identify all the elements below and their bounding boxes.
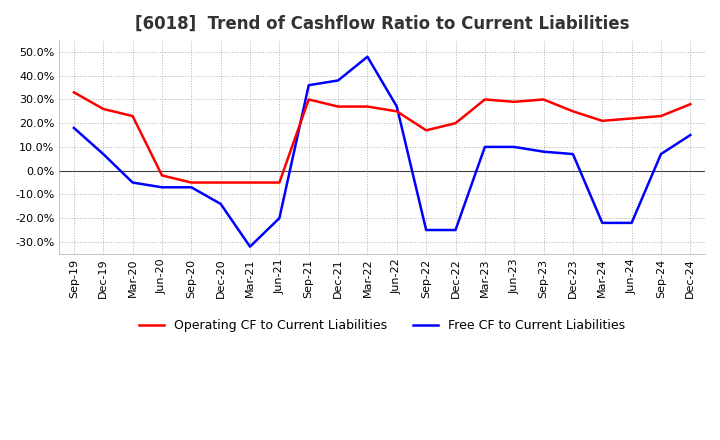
Line: Free CF to Current Liabilities: Free CF to Current Liabilities [74, 57, 690, 247]
Free CF to Current Liabilities [334, 78, 343, 83]
Free CF to Current Liabilities [392, 104, 401, 109]
Operating CF to Current Liabilities [657, 114, 665, 119]
Operating CF to Current Liabilities [451, 121, 460, 126]
Operating CF to Current Liabilities [334, 104, 343, 109]
Operating CF to Current Liabilities [392, 109, 401, 114]
Line: Operating CF to Current Liabilities: Operating CF to Current Liabilities [74, 92, 690, 183]
Operating CF to Current Liabilities [539, 97, 548, 102]
Operating CF to Current Liabilities [569, 109, 577, 114]
Free CF to Current Liabilities [99, 151, 107, 157]
Operating CF to Current Liabilities [422, 128, 431, 133]
Operating CF to Current Liabilities [99, 106, 107, 112]
Operating CF to Current Liabilities [480, 97, 489, 102]
Free CF to Current Liabilities [539, 149, 548, 154]
Free CF to Current Liabilities [187, 185, 196, 190]
Operating CF to Current Liabilities [627, 116, 636, 121]
Operating CF to Current Liabilities [598, 118, 606, 124]
Operating CF to Current Liabilities [363, 104, 372, 109]
Free CF to Current Liabilities [70, 125, 78, 131]
Free CF to Current Liabilities [569, 151, 577, 157]
Free CF to Current Liabilities [128, 180, 137, 185]
Free CF to Current Liabilities [480, 144, 489, 150]
Free CF to Current Liabilities [275, 216, 284, 221]
Operating CF to Current Liabilities [128, 114, 137, 119]
Operating CF to Current Liabilities [275, 180, 284, 185]
Free CF to Current Liabilities [363, 54, 372, 59]
Free CF to Current Liabilities [305, 83, 313, 88]
Free CF to Current Liabilities [686, 132, 695, 138]
Title: [6018]  Trend of Cashflow Ratio to Current Liabilities: [6018] Trend of Cashflow Ratio to Curren… [135, 15, 629, 33]
Free CF to Current Liabilities [451, 227, 460, 233]
Free CF to Current Liabilities [657, 151, 665, 157]
Free CF to Current Liabilities [627, 220, 636, 226]
Operating CF to Current Liabilities [70, 90, 78, 95]
Operating CF to Current Liabilities [158, 173, 166, 178]
Operating CF to Current Liabilities [686, 102, 695, 107]
Free CF to Current Liabilities [598, 220, 606, 226]
Operating CF to Current Liabilities [187, 180, 196, 185]
Free CF to Current Liabilities [422, 227, 431, 233]
Operating CF to Current Liabilities [246, 180, 254, 185]
Free CF to Current Liabilities [158, 185, 166, 190]
Operating CF to Current Liabilities [305, 97, 313, 102]
Free CF to Current Liabilities [216, 201, 225, 206]
Operating CF to Current Liabilities [216, 180, 225, 185]
Free CF to Current Liabilities [510, 144, 518, 150]
Operating CF to Current Liabilities [510, 99, 518, 104]
Free CF to Current Liabilities [246, 244, 254, 249]
Legend: Operating CF to Current Liabilities, Free CF to Current Liabilities: Operating CF to Current Liabilities, Fre… [135, 314, 630, 337]
